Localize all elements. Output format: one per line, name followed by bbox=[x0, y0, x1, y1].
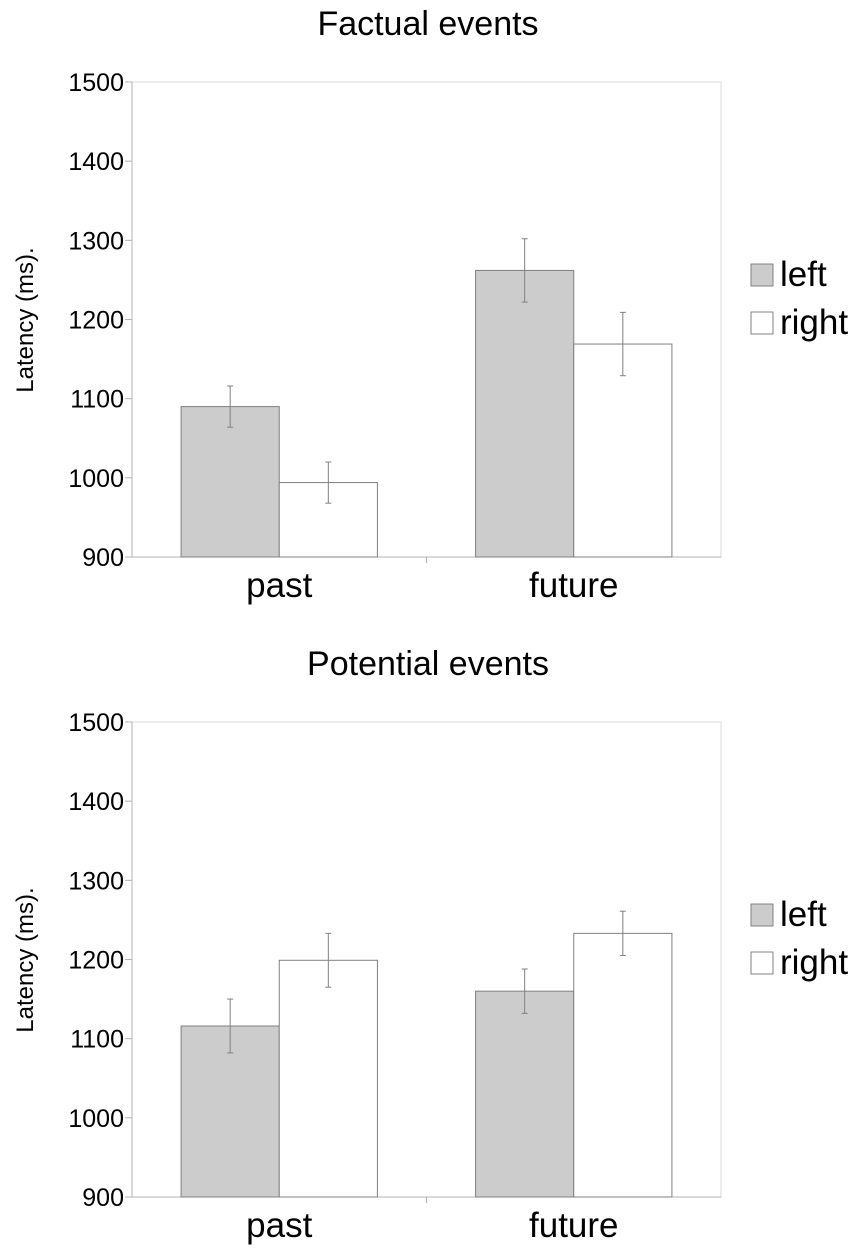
y-tick-label: 1100 bbox=[70, 1026, 124, 1054]
chart-title: Potential events bbox=[307, 645, 549, 683]
y-tick-label: 1400 bbox=[68, 788, 124, 816]
bar bbox=[475, 269, 575, 558]
chart-title: Factual events bbox=[317, 5, 538, 43]
y-axis-label: Latency (ms). bbox=[12, 887, 39, 1032]
legend-swatch bbox=[750, 951, 774, 975]
y-axis-label: Latency (ms). bbox=[12, 247, 39, 392]
y-tick-label: 900 bbox=[82, 544, 124, 572]
x-tick-label: past bbox=[246, 566, 312, 605]
legend-label: left bbox=[780, 895, 827, 934]
bar bbox=[180, 406, 280, 558]
legend-label: left bbox=[780, 255, 827, 294]
y-tick-label: 1200 bbox=[68, 307, 124, 335]
chart-factual-events: Factual events Latency (ms). 900 1000 1100… bbox=[0, 0, 859, 620]
y-tick-label: 1500 bbox=[68, 69, 124, 97]
y-tick-label: 1000 bbox=[68, 1105, 124, 1133]
y-tick-label: 900 bbox=[82, 1184, 124, 1212]
legend-swatch bbox=[750, 263, 774, 287]
y-tick-label: 1300 bbox=[68, 867, 124, 895]
bar bbox=[573, 343, 673, 558]
bar bbox=[573, 932, 673, 1198]
y-tick-label: 1100 bbox=[70, 386, 124, 414]
y-tick-label: 1200 bbox=[68, 947, 124, 975]
chart-svg: Potential events Latency (ms). 900 1000 11… bbox=[12, 645, 848, 1245]
legend-label: right bbox=[780, 943, 848, 982]
legend-label: right bbox=[780, 303, 848, 342]
x-tick-label: future bbox=[529, 566, 619, 605]
y-tick-label: 1000 bbox=[68, 465, 124, 493]
y-tick-label: 1300 bbox=[68, 227, 124, 255]
x-tick-label: past bbox=[246, 1206, 312, 1245]
y-tick-label: 1500 bbox=[68, 709, 124, 737]
y-tick-label: 1400 bbox=[68, 148, 124, 176]
x-tick-label: future bbox=[529, 1206, 619, 1245]
bar bbox=[278, 959, 378, 1198]
chart-svg: Factual events Latency (ms). 900 1000 1100… bbox=[12, 5, 848, 605]
legend-swatch bbox=[750, 311, 774, 335]
bar bbox=[475, 990, 575, 1198]
chart-potential-events: Potential events Latency (ms). 900 1000 11… bbox=[0, 640, 859, 1248]
legend-swatch bbox=[750, 903, 774, 927]
